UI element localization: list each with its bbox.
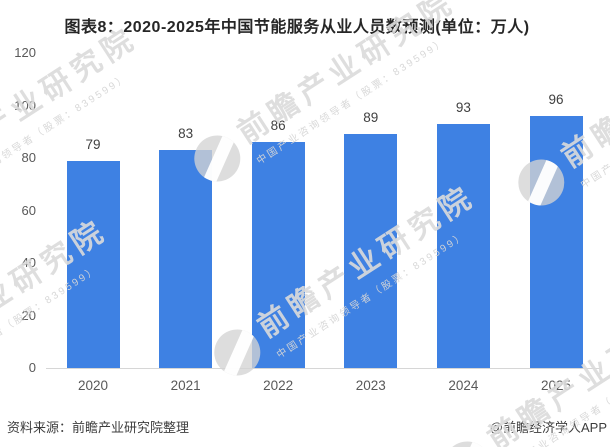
y-axis-label: 120 — [14, 45, 36, 60]
bar-2023 — [344, 134, 398, 368]
bar-2020 — [66, 160, 120, 368]
credit-note: @前瞻经济学人APP — [489, 420, 607, 435]
x-axis-label: 2025 — [540, 378, 572, 393]
bar-2024 — [436, 123, 490, 368]
source-note: 资料来源：前瞻产业研究院整理 — [7, 420, 190, 435]
bar-2021 — [159, 150, 213, 368]
bar-2025 — [529, 116, 583, 368]
x-axis-label: 2024 — [448, 378, 479, 393]
x-axis-label: 2023 — [355, 378, 386, 393]
chart-title: 图表8：2020-2025年中国节能服务从业人员数预测(单位：万人) — [64, 19, 530, 36]
y-axis-label: 40 — [21, 255, 36, 270]
bar-value-label: 93 — [455, 99, 471, 115]
bar-value-label: 89 — [363, 110, 379, 126]
bar-value-label: 79 — [85, 136, 101, 152]
y-axis-label: 20 — [21, 307, 36, 323]
x-axis-label: 2020 — [77, 378, 109, 393]
y-axis-label: 100 — [14, 97, 36, 113]
x-axis-label: 2022 — [263, 378, 294, 393]
y-axis-label: 0 — [28, 360, 36, 375]
bar-value-label: 86 — [270, 118, 286, 134]
y-axis-label: 60 — [21, 202, 36, 218]
bar-2022 — [251, 142, 305, 368]
x-axis-label: 2021 — [170, 378, 201, 393]
bar-value-label: 83 — [178, 126, 194, 142]
bar-value-label: 96 — [548, 92, 564, 107]
y-axis-label: 80 — [21, 150, 36, 165]
x-axis-line — [46, 368, 600, 369]
